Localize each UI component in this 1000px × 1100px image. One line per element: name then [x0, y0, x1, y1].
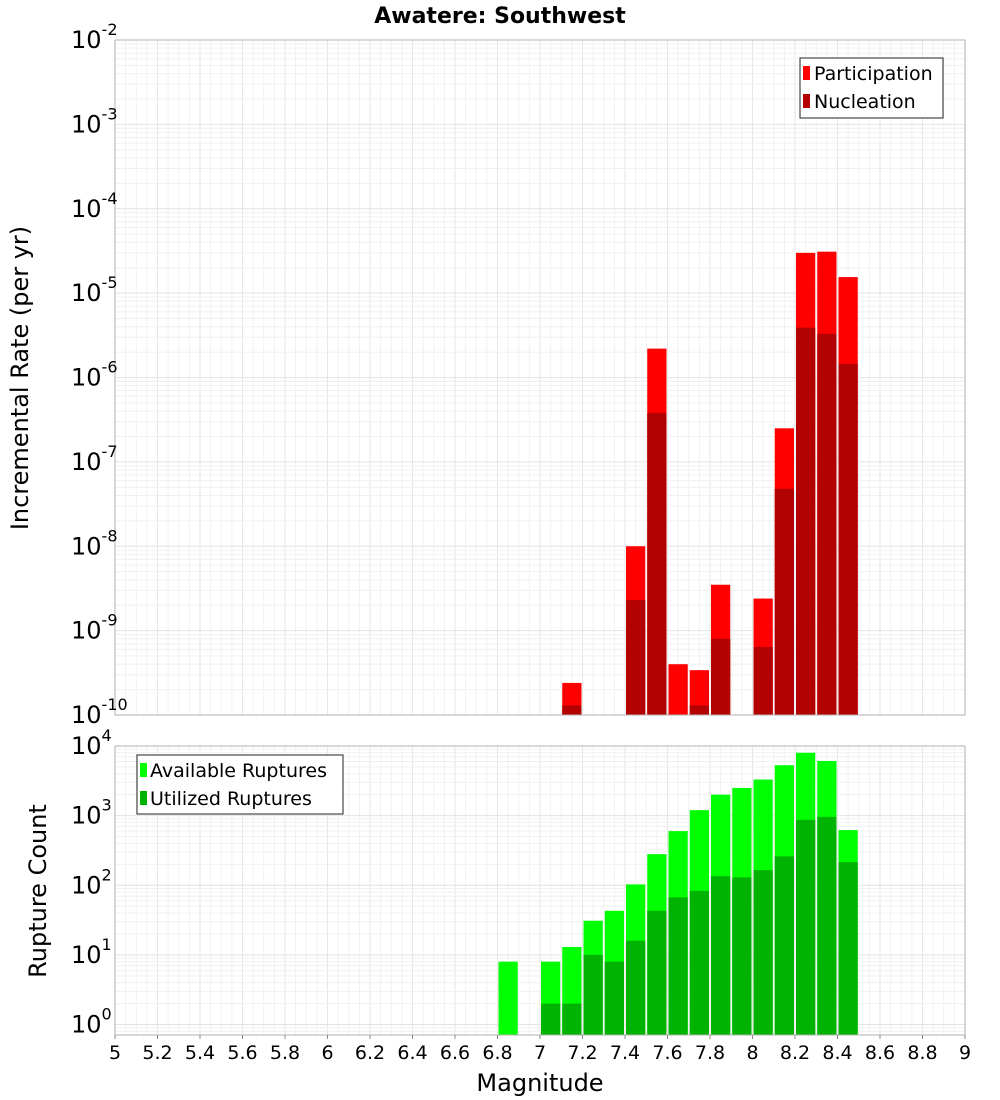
- y-tick-label: 100: [71, 1005, 112, 1039]
- bottom-legend: Available Ruptures Utilized Ruptures: [136, 754, 344, 815]
- y-tick-label: 10-3: [71, 104, 118, 138]
- nucleation-swatch: [803, 94, 810, 108]
- bottom-y-ticks: 104 103 102 101 100: [71, 726, 112, 1039]
- x-tick-label: 7.6: [652, 1042, 682, 1064]
- x-tick-label: 7.2: [567, 1042, 597, 1064]
- x-tick-label: 7.4: [610, 1042, 640, 1064]
- y-tick-label: 103: [71, 796, 112, 830]
- bottom-panel: 104 103 102 101 100 5 5.2 5.4 5.6 5.8 6 6.2 6.4 6.6 6…: [24, 726, 971, 1097]
- x-tick-label: 5: [109, 1042, 121, 1064]
- x-tick-label: 8.8: [907, 1042, 937, 1064]
- y-tick-label: 10-5: [71, 273, 118, 307]
- y-tick-label: 10-6: [71, 358, 118, 392]
- y-tick-label: 10-2: [71, 20, 118, 54]
- top-legend: Participation Nucleation: [799, 57, 944, 119]
- x-tick-label: 8.6: [865, 1042, 895, 1064]
- nucleation-legend-label: Nucleation: [814, 91, 916, 113]
- available-ruptures-bar: [498, 961, 518, 1035]
- top-y-ticks: 10-2 10-3 10-4 10-5 10-6 10-7 10-8 10-9 10-10: [71, 20, 128, 729]
- utilized-ruptures-bar: [541, 1003, 561, 1035]
- top-panel: 10-2 10-3 10-4 10-5 10-6 10-7 10-8 10-9 10-10 In…: [6, 20, 966, 729]
- bottom-legend-box: [136, 754, 344, 815]
- y-tick-label: 10-10: [71, 695, 128, 729]
- top-grid: [114, 40, 966, 716]
- x-tick-label: 6.8: [482, 1042, 512, 1064]
- y-tick-label: 10-4: [71, 189, 118, 223]
- x-ticks: 5 5.2 5.4 5.6 5.8 6 6.2 6.4 6.6 6.8 7 7.2 7.4 7.6 7.8 8…: [109, 1035, 971, 1064]
- y-tick-label: 101: [71, 935, 112, 969]
- x-tick-label: 5.6: [227, 1042, 257, 1064]
- utilized-ruptures-bar: [689, 890, 709, 1035]
- participation-bar: [689, 670, 709, 715]
- nucleation-bar: [774, 488, 794, 715]
- top-legend-box: [799, 57, 944, 119]
- x-tick-label: 8.2: [780, 1042, 810, 1064]
- bottom-bars: [498, 752, 858, 1035]
- utilized-ruptures-bar: [583, 954, 603, 1035]
- utilized-ruptures-bar: [753, 870, 773, 1035]
- x-axis-label: Magnitude: [476, 1069, 603, 1097]
- utilized-ruptures-bar: [796, 819, 816, 1035]
- utilized-ruptures-bar: [647, 910, 667, 1035]
- participation-legend-label: Participation: [814, 63, 933, 85]
- top-plot-frame: [114, 39, 966, 716]
- available-legend-label: Available Ruptures: [150, 760, 327, 782]
- utilized-ruptures-bar: [562, 1003, 582, 1035]
- nucleation-bar: [796, 327, 816, 715]
- top-y-axis-label: Incremental Rate (per yr): [6, 226, 34, 530]
- x-tick-label: 6.6: [440, 1042, 470, 1064]
- y-tick-label: 10-9: [71, 611, 118, 645]
- nucleation-bar: [711, 638, 731, 715]
- x-tick-label: 7: [534, 1042, 546, 1064]
- x-tick-label: 8: [746, 1042, 758, 1064]
- utilized-ruptures-bar: [626, 940, 646, 1035]
- y-tick-label: 102: [71, 865, 112, 899]
- nucleation-bar: [689, 705, 709, 715]
- utilized-swatch: [140, 791, 147, 805]
- nucleation-bar: [626, 600, 646, 715]
- nucleation-bar: [753, 646, 773, 715]
- utilized-legend-label: Utilized Ruptures: [150, 788, 312, 810]
- x-tick-label: 8.4: [822, 1042, 852, 1064]
- utilized-ruptures-bar: [711, 876, 731, 1035]
- utilized-ruptures-bar: [774, 856, 794, 1035]
- x-tick-label: 6.4: [397, 1042, 427, 1064]
- utilized-ruptures-bar: [817, 816, 837, 1035]
- nucleation-bar: [562, 705, 582, 715]
- nucleation-bar: [647, 412, 667, 715]
- bottom-y-axis-label: Rupture Count: [24, 804, 52, 978]
- utilized-ruptures-bar: [604, 961, 624, 1035]
- nucleation-bar: [838, 363, 858, 715]
- x-tick-label: 5.2: [142, 1042, 172, 1064]
- available-swatch: [140, 763, 147, 777]
- x-tick-label: 5.8: [270, 1042, 300, 1064]
- utilized-ruptures-bar: [732, 877, 752, 1035]
- participation-bar: [668, 664, 688, 715]
- x-tick-label: 5.4: [185, 1042, 215, 1064]
- utilized-ruptures-bar: [668, 897, 688, 1035]
- chart-title: Awatere: Southwest: [374, 4, 626, 29]
- nucleation-bar: [817, 333, 837, 715]
- x-tick-label: 6: [321, 1042, 333, 1064]
- y-tick-label: 10-8: [71, 526, 118, 560]
- y-tick-label: 10-7: [71, 442, 118, 476]
- x-tick-label: 7.8: [695, 1042, 725, 1064]
- y-tick-label: 104: [71, 726, 112, 760]
- top-bars: [562, 251, 858, 715]
- participation-swatch: [803, 66, 810, 80]
- x-tick-label: 6.2: [355, 1042, 385, 1064]
- utilized-ruptures-bar: [838, 862, 858, 1035]
- x-tick-label: 9: [959, 1042, 971, 1064]
